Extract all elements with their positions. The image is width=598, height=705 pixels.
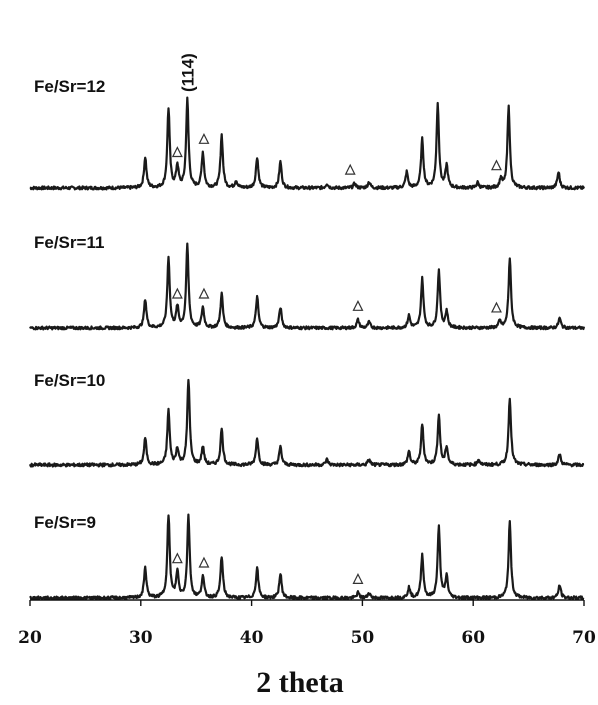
series-label-2: Fe/Sr=11 <box>34 233 104 252</box>
impurity-marker-s1-4 <box>490 159 502 171</box>
impurity-marker-s2-2 <box>198 287 210 299</box>
x-axis-title: 2 theta <box>256 666 343 699</box>
series-label-3: Fe/Sr=10 <box>34 371 105 390</box>
peak-114-annotation: (114) <box>178 53 197 92</box>
impurity-marker-s4-3 <box>352 572 364 584</box>
impurity-markers-group <box>171 132 502 584</box>
series-labels-group: Fe/Sr=12 Fe/Sr=11 Fe/Sr=10 Fe/Sr=9 <box>34 77 105 532</box>
trace-series-1 <box>29 96 586 191</box>
x-tick-label-50: 50 <box>351 628 375 648</box>
impurity-marker-s4-2 <box>198 556 210 568</box>
series-label-1: Fe/Sr=12 <box>34 77 105 96</box>
series-label-4: Fe/Sr=9 <box>34 513 96 532</box>
x-tick-label-20: 20 <box>18 628 42 648</box>
impurity-marker-s1-3 <box>344 163 356 175</box>
impurity-marker-s2-4 <box>490 301 502 313</box>
impurity-marker-s4-1 <box>171 552 183 564</box>
trace-series-3 <box>28 378 585 468</box>
impurity-marker-s1-1 <box>171 146 183 158</box>
impurity-marker-s1-2 <box>198 132 210 144</box>
traces-group <box>28 96 586 601</box>
x-tick-label-60: 60 <box>461 628 485 648</box>
impurity-marker-s2-3 <box>352 299 364 311</box>
trace-series-4 <box>29 513 585 601</box>
trace-series-2 <box>29 242 586 331</box>
x-tick-label-30: 30 <box>129 628 153 648</box>
impurity-marker-s2-1 <box>171 287 183 299</box>
x-tick-label-70: 70 <box>572 628 596 648</box>
x-axis-ticks: 20 30 40 50 60 70 <box>18 600 596 648</box>
x-tick-label-40: 40 <box>240 628 264 648</box>
